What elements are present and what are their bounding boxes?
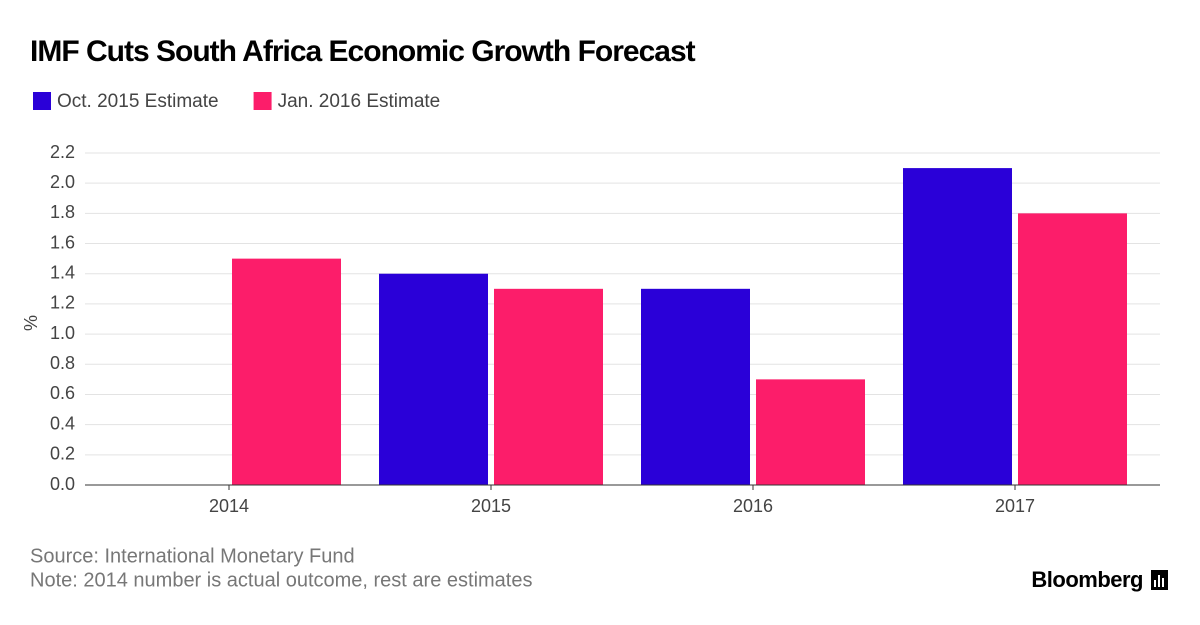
- bar: [756, 379, 865, 485]
- bar: [641, 288, 750, 485]
- y-tick-label: 1.2: [50, 293, 75, 313]
- y-tick-label: 0.2: [50, 444, 75, 464]
- legend-label: Oct. 2015 Estimate: [57, 91, 219, 112]
- bar: [903, 168, 1012, 485]
- y-tick-label: 1.0: [50, 323, 75, 343]
- y-tick-label: 2.2: [50, 142, 75, 162]
- bar: [232, 258, 341, 485]
- y-axis-label: %: [21, 315, 41, 331]
- x-tick-label: 2015: [471, 496, 511, 516]
- chart-title: IMF Cuts South Africa Economic Growth Fo…: [30, 35, 696, 68]
- legend-swatch: [33, 92, 51, 110]
- y-tick-label: 1.8: [50, 202, 75, 222]
- y-tick-label: 0.4: [50, 413, 75, 433]
- bar: [1018, 213, 1127, 485]
- bar: [379, 273, 488, 485]
- x-tick-label: 2017: [995, 496, 1035, 516]
- legend-swatch: [253, 92, 272, 110]
- y-tick-label: 1.6: [50, 232, 75, 252]
- source: Source: International Monetary Fund: [30, 545, 355, 567]
- bar: [494, 288, 603, 485]
- x-tick-label: 2014: [209, 496, 249, 516]
- note: Note: 2014 number is actual outcome, res…: [30, 569, 532, 591]
- brand-icon: [1151, 570, 1168, 590]
- x-tick-label: 2016: [733, 496, 773, 516]
- y-tick-label: 0.0: [50, 474, 75, 494]
- y-tick-label: 2.0: [50, 172, 75, 192]
- y-tick-label: 1.4: [50, 262, 75, 282]
- legend-label: Jan. 2016 Estimate: [278, 91, 441, 112]
- y-tick-label: 0.8: [50, 353, 75, 373]
- brand: Bloomberg: [1031, 567, 1143, 592]
- y-tick-label: 0.6: [50, 383, 75, 403]
